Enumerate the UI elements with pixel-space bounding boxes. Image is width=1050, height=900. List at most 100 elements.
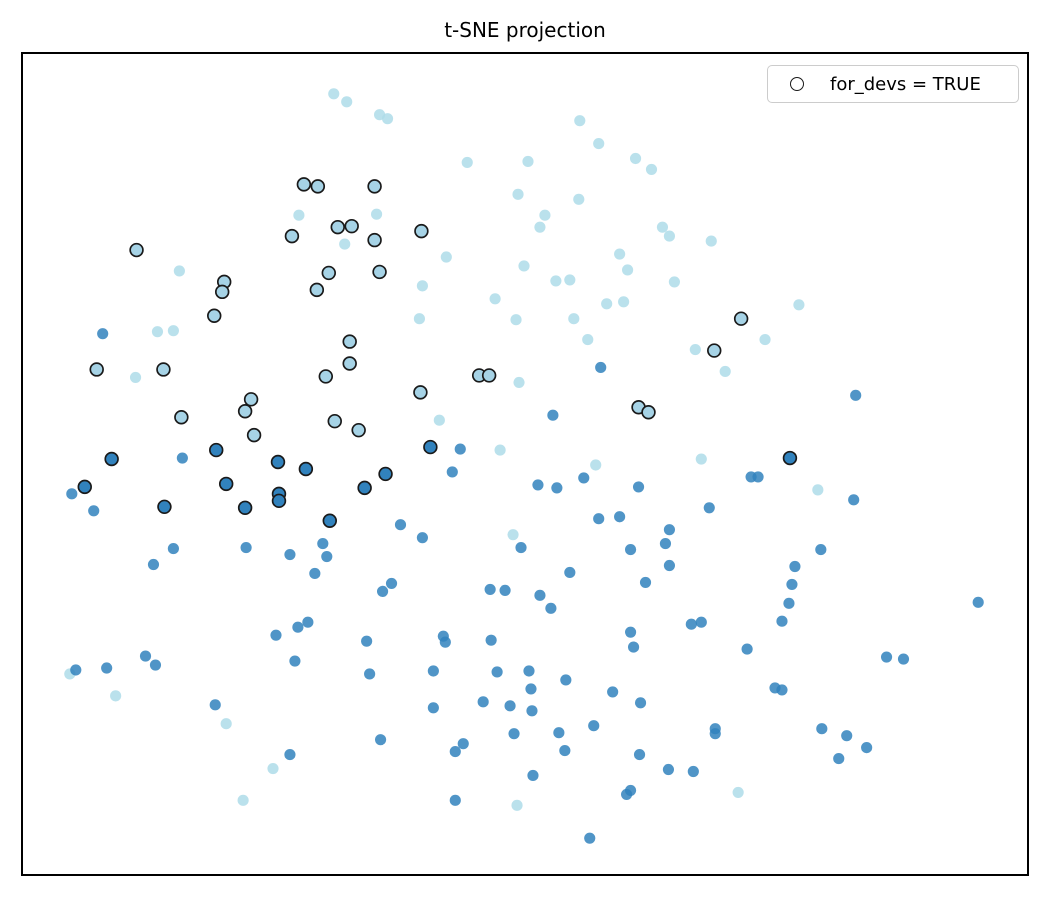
data-point (614, 511, 626, 523)
data-point (371, 208, 383, 220)
data-point (559, 745, 571, 757)
data-point (77, 479, 92, 495)
data-point (342, 356, 357, 371)
data-point (167, 325, 179, 337)
data-point (590, 459, 602, 471)
data-point (733, 311, 749, 326)
data-point (759, 334, 771, 346)
data-point (593, 137, 605, 150)
data-point (550, 275, 562, 287)
data-point (593, 513, 605, 525)
data-point (625, 544, 637, 556)
data-point (511, 799, 523, 811)
data-point (328, 88, 340, 100)
data-point (573, 193, 585, 205)
data-point (129, 242, 144, 258)
data-point (220, 718, 232, 730)
data-point (732, 786, 744, 798)
data-point (433, 414, 445, 426)
data-point (574, 115, 586, 127)
data-point (317, 538, 329, 550)
data-point (327, 413, 342, 429)
data-point (484, 583, 496, 595)
data-point (709, 728, 721, 740)
data-point (344, 218, 359, 234)
data-point (413, 313, 425, 325)
data-point (504, 700, 516, 712)
data-point (639, 576, 652, 588)
data-point (489, 293, 501, 305)
data-point (513, 376, 525, 388)
data-point (816, 723, 828, 735)
data-point (897, 653, 910, 665)
data-point (477, 696, 489, 708)
data-point (440, 251, 452, 263)
data-point (518, 260, 530, 272)
data-point (367, 232, 382, 248)
data-point (237, 500, 253, 516)
data-point (861, 742, 873, 754)
data-point (789, 560, 801, 573)
data-point (625, 626, 637, 638)
data-point (157, 499, 172, 515)
data-point (485, 634, 497, 646)
data-point (656, 221, 669, 233)
data-point (578, 472, 590, 484)
data-point (668, 276, 680, 288)
data-point (607, 686, 619, 698)
data-point (663, 230, 676, 242)
data-point (243, 392, 259, 407)
data-point (381, 113, 394, 125)
data-point (321, 265, 337, 281)
data-point (139, 650, 152, 662)
data-point (507, 529, 519, 541)
data-point (66, 488, 78, 500)
data-point (662, 763, 675, 776)
data-point (367, 179, 382, 194)
data-point (510, 314, 522, 326)
data-point (110, 690, 122, 702)
data-point (776, 615, 788, 627)
data-point (322, 513, 337, 528)
data-point (376, 585, 389, 597)
data-point (695, 616, 707, 628)
data-point (147, 558, 160, 571)
data-point (645, 163, 658, 176)
data-point (427, 702, 439, 714)
data-point (815, 544, 827, 556)
data-point (629, 152, 642, 165)
data-point (601, 298, 613, 310)
data-point (218, 476, 234, 492)
data-point (104, 451, 119, 467)
data-point (167, 543, 179, 555)
legend: for_devs = TRUE (767, 65, 1019, 103)
data-point (454, 443, 466, 455)
data-point (663, 524, 676, 536)
data-point (423, 439, 438, 455)
data-point (284, 548, 296, 561)
data-point (632, 481, 645, 493)
data-point (491, 666, 503, 678)
open-circle-icon (790, 77, 804, 91)
data-point (378, 466, 393, 482)
data-point (659, 538, 672, 550)
data-point (351, 422, 366, 438)
data-point (499, 584, 511, 596)
data-point (695, 453, 707, 465)
data-point (972, 596, 984, 608)
data-point (89, 362, 104, 377)
data-point (564, 566, 576, 579)
data-point (214, 284, 230, 300)
data-point (685, 618, 697, 630)
data-point (310, 179, 326, 194)
data-point (129, 371, 142, 383)
data-point (289, 655, 301, 667)
data-point (508, 728, 520, 740)
data-point (309, 567, 321, 580)
data-point (385, 577, 398, 589)
data-point (439, 636, 451, 648)
data-point (446, 466, 458, 478)
data-point (850, 389, 862, 401)
data-point (330, 219, 345, 235)
